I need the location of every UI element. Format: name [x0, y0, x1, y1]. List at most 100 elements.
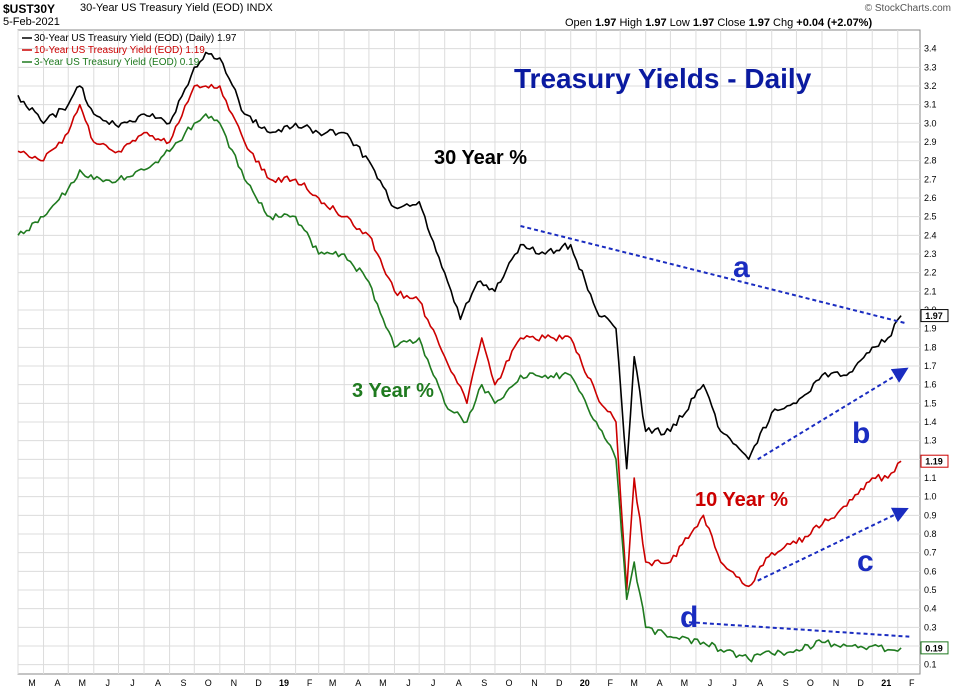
x-tick-label: J — [406, 678, 411, 688]
y-tick-label: 1.8 — [924, 342, 937, 352]
x-tick-label: 20 — [580, 678, 590, 688]
trend-label-a: a — [733, 251, 750, 284]
x-tick-label: A — [155, 678, 161, 688]
ohlc-readout: Open 1.97 High 1.97 Low 1.97 Close 1.97 … — [565, 17, 872, 29]
legend-10y: 10-Year US Treasury Yield (EOD) 1.19 — [34, 45, 205, 56]
y-tick-label: 0.7 — [924, 548, 937, 558]
grid-lines — [17, 30, 920, 674]
chart-date: 5-Feb-2021 — [3, 16, 60, 28]
trendline-b — [757, 367, 909, 461]
y-tick-label: 0.8 — [924, 529, 937, 539]
x-tick-label: O — [205, 678, 212, 688]
y-tick-label: 2.2 — [924, 268, 937, 278]
y-tick-label: 0.5 — [924, 585, 937, 595]
series-30-year — [17, 51, 902, 470]
x-tick-label: M — [329, 678, 337, 688]
label-3-year: 3 Year % — [352, 380, 434, 402]
trendline-c — [757, 507, 909, 582]
symbol-description: 30-Year US Treasury Yield (EOD) INDX — [80, 2, 273, 14]
last-value-box — [920, 309, 949, 323]
chg-label: Chg — [773, 17, 794, 29]
x-tick-label: A — [55, 678, 61, 688]
y-tick-label: 3.2 — [924, 81, 937, 91]
last-value-label: 0.19 — [925, 643, 943, 653]
x-axis-labels: M A M J J A S O N D 19 F M A M J J A S O N D 20 F M A M J J A S O N D 21 F — [28, 678, 915, 688]
x-tick-label: S — [481, 678, 487, 688]
series-group — [17, 51, 902, 663]
x-tick-label: N — [833, 678, 840, 688]
chg-value: +0.04 (+2.07%) — [796, 17, 873, 29]
brand-watermark: © StockCharts.com — [864, 3, 951, 14]
x-tick-label: F — [909, 678, 915, 688]
x-tick-label: N — [531, 678, 538, 688]
x-tick-label: A — [355, 678, 361, 688]
legend: 30-Year US Treasury Yield (EOD) (Daily) … — [22, 33, 237, 68]
y-tick-label: 0.9 — [924, 510, 937, 520]
legend-3y: 3-Year US Treasury Yield (EOD) 0.19 — [34, 57, 200, 68]
last-value-label: 1.19 — [925, 457, 943, 467]
trend-label-b: b — [852, 417, 870, 450]
x-tick-label: J — [130, 678, 135, 688]
y-tick-label: 1.5 — [924, 398, 937, 408]
x-tick-label: M — [630, 678, 638, 688]
x-tick-label: O — [505, 678, 512, 688]
close-label: Close — [717, 17, 746, 29]
y-tick-label: 0.1 — [924, 660, 937, 670]
x-tick-label: 21 — [881, 678, 891, 688]
x-tick-label: M — [681, 678, 689, 688]
y-tick-label: 2.9 — [924, 137, 937, 147]
x-tick-label: J — [431, 678, 436, 688]
label-30-year: 30 Year % — [434, 147, 527, 169]
x-tick-label: O — [807, 678, 814, 688]
chart-title: Treasury Yields - Daily — [514, 63, 812, 94]
y-tick-label: 0.3 — [924, 622, 937, 632]
y-tick-label: 3.0 — [924, 118, 937, 128]
trend-label-d: d — [680, 601, 698, 634]
y-tick-label: 0.4 — [924, 604, 937, 614]
low-label: Low — [669, 17, 690, 29]
x-tick-label: M — [28, 678, 36, 688]
x-tick-label: A — [456, 678, 462, 688]
high-value: 1.97 — [645, 17, 667, 29]
y-tick-label: 0.6 — [924, 566, 937, 576]
x-tick-label: J — [732, 678, 737, 688]
last-value-box — [920, 641, 949, 655]
last-value-label: 1.97 — [925, 311, 943, 321]
y-tick-label: 1.3 — [924, 436, 937, 446]
y-tick-label: 3.1 — [924, 100, 937, 110]
y-tick-label: 1.0 — [924, 492, 937, 502]
x-tick-label: 19 — [279, 678, 289, 688]
x-tick-label: J — [106, 678, 111, 688]
high-label: High — [619, 17, 643, 29]
x-tick-label: A — [657, 678, 663, 688]
y-tick-label: 1.1 — [924, 473, 937, 483]
trendline-d — [681, 620, 910, 638]
y-tick-label: 1.4 — [924, 417, 937, 427]
last-value-tags: 1.97 1.19 0.19 — [920, 309, 949, 655]
y-tick-label: 2.5 — [924, 212, 937, 222]
y-tick-label: 2.1 — [924, 286, 937, 296]
y-tick-label: 1.7 — [924, 361, 937, 371]
y-tick-label: 2.3 — [924, 249, 937, 259]
open-value: 1.97 — [594, 17, 617, 29]
trendline-a — [520, 225, 906, 325]
trend-label-c: c — [857, 545, 874, 578]
x-tick-label: S — [783, 678, 789, 688]
y-tick-label: 3.3 — [924, 62, 937, 72]
y-tick-label: 2.4 — [924, 230, 937, 240]
y-tick-label: 2.6 — [924, 193, 937, 203]
y-tick-label: 2.7 — [924, 174, 937, 184]
x-tick-label: F — [307, 678, 313, 688]
symbol-label: $UST30Y — [3, 2, 56, 16]
x-tick-label: M — [78, 678, 86, 688]
label-10-year: 10 Year % — [695, 489, 788, 511]
y-tick-label: 3.4 — [924, 44, 937, 54]
y-axis-labels: 0.10.20.30.40.50.60.70.80.91.01.11.21.31… — [924, 44, 937, 670]
close-value: 1.97 — [748, 17, 770, 29]
plot-area — [17, 29, 921, 675]
x-tick-label: D — [556, 678, 563, 688]
series-3-year — [17, 113, 902, 663]
low-value: 1.97 — [692, 17, 715, 29]
x-tick-label: A — [757, 678, 763, 688]
